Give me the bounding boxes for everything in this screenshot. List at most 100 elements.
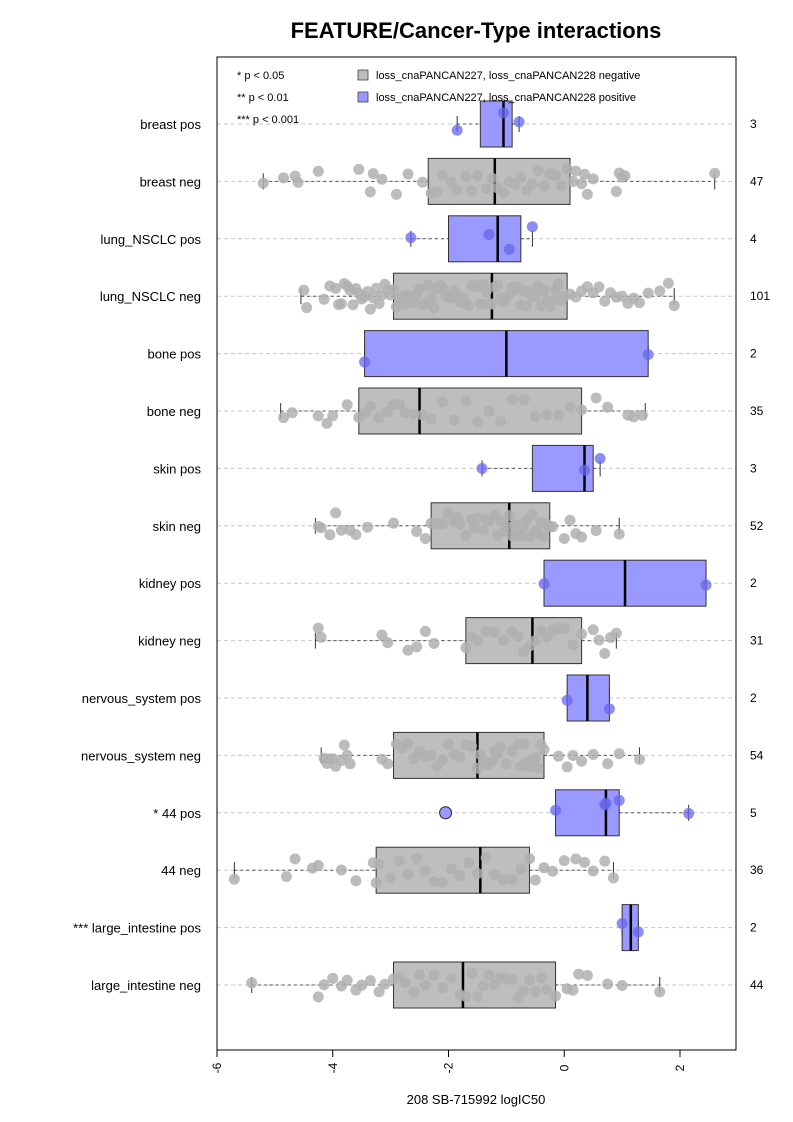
- data-point: [587, 173, 599, 185]
- data-point: [402, 644, 414, 656]
- data-point: [541, 409, 553, 421]
- data-point: [480, 852, 492, 864]
- data-point: [451, 184, 463, 196]
- data-point: [709, 167, 721, 179]
- outlier-point: [439, 806, 453, 820]
- data-point: [318, 979, 330, 991]
- data-point: [361, 521, 373, 533]
- data-point: [529, 290, 541, 302]
- data-point: [460, 171, 472, 183]
- data-point: [388, 284, 400, 296]
- count-labels: 3 47 4 101 2 35 3 52 2 31 2 54 5 36 2 44: [750, 117, 770, 992]
- data-point: [613, 528, 625, 540]
- data-point: [408, 408, 420, 420]
- data-point: [476, 462, 488, 474]
- count-label: 2: [750, 691, 757, 705]
- data-point: [515, 172, 527, 184]
- category-label: breast neg: [140, 174, 201, 189]
- data-point: [367, 168, 379, 180]
- data-point: [538, 743, 550, 755]
- count-label: 44: [750, 978, 764, 992]
- count-label: 2: [750, 576, 757, 590]
- data-point: [613, 794, 625, 806]
- data-point: [350, 529, 362, 541]
- x-tick-label: 0: [557, 1064, 571, 1071]
- data-point: [312, 165, 324, 177]
- data-point: [364, 975, 376, 987]
- data-point: [437, 518, 449, 530]
- data-point: [654, 285, 666, 297]
- data-point: [567, 749, 579, 761]
- data-point: [460, 642, 472, 654]
- data-point: [561, 694, 573, 706]
- data-point: [489, 626, 501, 638]
- data-point: [576, 531, 588, 543]
- category-label: skin neg: [153, 519, 201, 534]
- data-point: [492, 279, 504, 291]
- data-point: [411, 852, 423, 864]
- data-point: [576, 404, 588, 416]
- significance-legend: * p < 0.05 ** p < 0.01 *** p < 0.001: [237, 70, 299, 126]
- data-point: [483, 969, 495, 981]
- box: [448, 215, 522, 263]
- data-point: [445, 973, 457, 985]
- data-point: [579, 856, 591, 868]
- data-point: [471, 170, 483, 182]
- data-point: [486, 756, 498, 768]
- count-label: 3: [750, 461, 757, 475]
- count-label: 47: [750, 174, 764, 188]
- data-point: [463, 300, 475, 312]
- data-point: [471, 635, 483, 647]
- count-label: 36: [750, 863, 764, 877]
- data-point: [579, 464, 591, 476]
- data-point: [616, 917, 628, 929]
- data-point: [428, 638, 440, 650]
- data-point: [538, 862, 550, 874]
- data-point: [341, 749, 353, 761]
- data-point: [547, 295, 559, 307]
- data-point: [350, 875, 362, 887]
- data-point: [602, 758, 614, 770]
- data-point: [437, 396, 449, 408]
- data-point: [416, 409, 428, 421]
- data-point: [289, 853, 301, 865]
- category-label: kidney pos: [139, 576, 202, 591]
- data-point: [330, 282, 342, 294]
- data-point: [321, 417, 333, 429]
- data-point: [633, 753, 645, 765]
- data-point: [518, 738, 530, 750]
- data-point: [570, 853, 582, 865]
- data-point: [529, 635, 541, 647]
- data-point: [593, 634, 605, 646]
- data-point: [581, 970, 593, 982]
- data-point: [228, 873, 240, 885]
- sig-legend-3: *** p < 0.001: [237, 114, 299, 126]
- data-point: [599, 647, 611, 659]
- data-point: [278, 172, 290, 184]
- data-point: [312, 991, 324, 1003]
- data-point: [312, 622, 324, 634]
- data-point: [512, 631, 524, 643]
- data-point: [437, 982, 449, 994]
- data-point: [515, 530, 527, 542]
- category-label: *** large_intestine pos: [73, 921, 201, 936]
- data-point: [405, 232, 417, 244]
- data-point: [335, 864, 347, 876]
- data-point: [373, 858, 385, 870]
- data-point: [382, 758, 394, 770]
- data-point: [632, 926, 644, 938]
- data-point: [590, 392, 602, 404]
- data-point: [402, 868, 414, 880]
- plot-frame: [216, 56, 737, 1051]
- data-point: [399, 407, 411, 419]
- box: [479, 100, 513, 148]
- category-label: large_intestine neg: [91, 978, 201, 993]
- data-point: [393, 398, 405, 410]
- data-point: [257, 177, 269, 189]
- data-point: [341, 974, 353, 986]
- data-point: [547, 865, 559, 877]
- data-point: [480, 625, 492, 637]
- data-point: [428, 302, 440, 314]
- data-point: [425, 749, 437, 761]
